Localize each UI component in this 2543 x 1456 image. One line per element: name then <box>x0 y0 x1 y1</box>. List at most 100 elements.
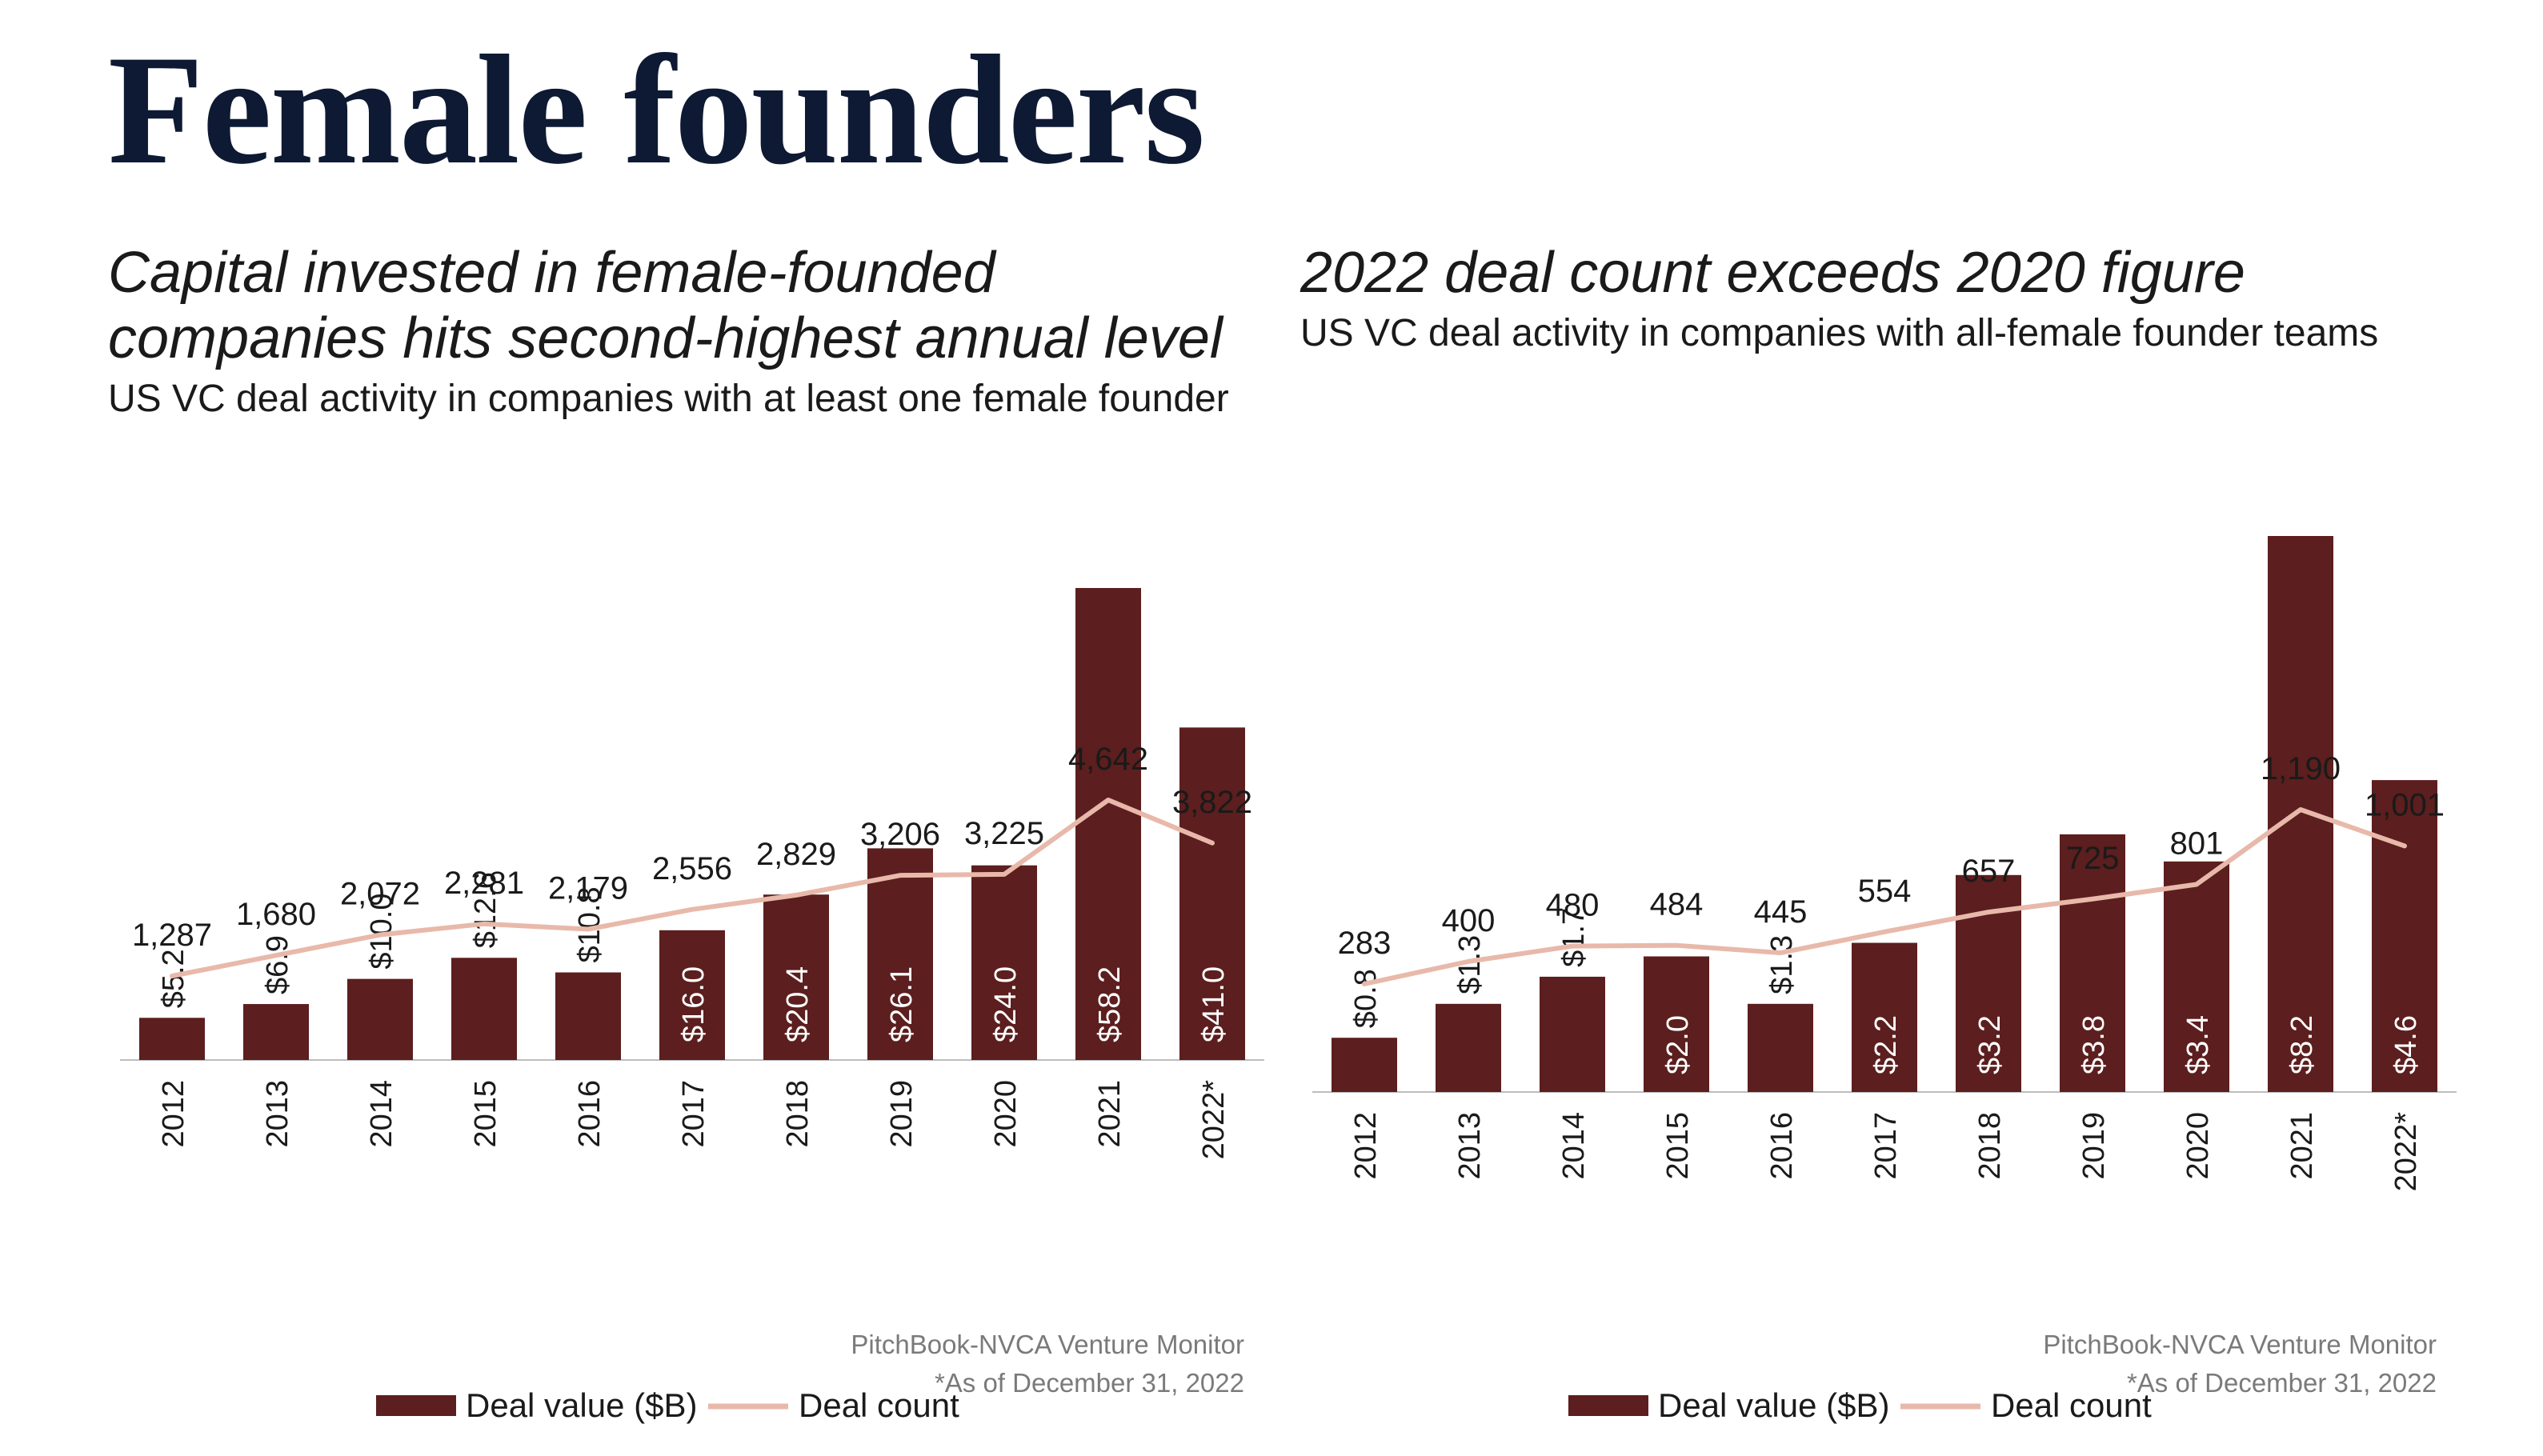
legend-swatch-bar <box>1568 1395 1648 1416</box>
line-value-label: 1,680 <box>236 897 316 932</box>
bar <box>763 894 829 1060</box>
bar-value-label: $3.4 <box>2181 1015 2215 1074</box>
bar <box>2268 536 2333 1092</box>
x-tick-label: 2015 <box>1661 1112 1695 1180</box>
bar <box>2060 834 2125 1092</box>
bar <box>1075 588 1141 1060</box>
bar-value-label: $2.2 <box>1869 1015 1903 1074</box>
legend-label: Deal value ($B) <box>466 1386 697 1424</box>
bar-value-label: $58.2 <box>1093 966 1127 1042</box>
x-tick-label: 2021 <box>2285 1112 2319 1180</box>
bar-value-label: $0.8 <box>1349 969 1383 1028</box>
x-tick-label: 2014 <box>1557 1112 1591 1180</box>
bar <box>1644 956 1709 1092</box>
deal-count-line <box>170 798 1215 978</box>
line-value-label: 445 <box>1754 894 1808 930</box>
x-tick-label: 2016 <box>573 1080 607 1148</box>
x-tick-label: 2020 <box>2181 1112 2215 1180</box>
x-tick-label: 2015 <box>469 1080 503 1148</box>
x-tick-label: 2013 <box>1453 1112 1487 1180</box>
bar-value-label: $8.2 <box>2285 1015 2319 1074</box>
bar-value-label: $3.2 <box>1973 1015 2007 1074</box>
line-value-label: 4,642 <box>1068 742 1148 777</box>
bar <box>971 865 1037 1060</box>
line-value-label: 1,190 <box>2261 751 2341 786</box>
line-value-label: 1,287 <box>132 918 212 953</box>
bar-value-label: $12.6 <box>469 872 503 948</box>
deal-count-line <box>1362 807 2407 986</box>
bar-value-label: $1.3 <box>1765 935 1799 994</box>
bar <box>2164 861 2229 1092</box>
bar <box>1852 942 1917 1092</box>
line-value-label: 1,001 <box>2365 787 2445 822</box>
bar-value-label: $26.1 <box>885 966 919 1042</box>
chart-subtitle: US VC deal activity in companies with at… <box>108 378 1229 420</box>
x-tick-label: 2018 <box>1973 1112 2007 1180</box>
line-value-label: 2,072 <box>340 877 420 912</box>
bar <box>139 1018 205 1060</box>
line-value-label: 2,179 <box>548 871 628 906</box>
bar <box>1332 1038 1397 1092</box>
bar-value-label: $5.2 <box>157 949 190 1008</box>
chart-subtitle: US VC deal activity in companies with al… <box>1300 312 2379 354</box>
chart-footnote: *As of December 31, 2022 <box>2126 1368 2437 1398</box>
bar <box>555 972 621 1060</box>
line-value-label: 283 <box>1338 926 1392 961</box>
bar-value-label: $3.8 <box>2077 1015 2111 1074</box>
bar <box>243 1004 309 1060</box>
legend-label: Deal count <box>1991 1386 2152 1424</box>
line-value-label: 3,225 <box>964 816 1044 851</box>
line-value-label: 554 <box>1858 874 1912 909</box>
page-title: Female founders <box>108 23 1205 197</box>
chart-source: PitchBook-NVCA Venture Monitor <box>2043 1330 2437 1359</box>
x-tick-label: 2022* <box>2389 1112 2423 1192</box>
chart-plot: $0.8$1.3 $1.7$2.0$1.3$2.2 $3.2 $3.8 $3.4 $8.2… <box>1312 536 2457 1424</box>
line-value-label: 2,281 <box>444 866 524 901</box>
chart-footnote: *As of December 31, 2022 <box>934 1368 1244 1398</box>
x-tick-label: 2019 <box>2077 1112 2111 1180</box>
x-tick-label: 2014 <box>365 1080 398 1148</box>
x-tick-label: 2016 <box>1765 1112 1799 1180</box>
x-tick-label: 2021 <box>1093 1080 1127 1148</box>
bar <box>1436 1003 1501 1092</box>
chart-female-founded: Capital invested in female-founded compa… <box>108 240 1264 1424</box>
x-tick-label: 2018 <box>781 1080 815 1148</box>
chart-title: 2022 deal count exceeds 2020 figure <box>1300 241 2245 305</box>
legend-label: Deal count <box>799 1386 959 1424</box>
chart-plot: $5.2 $6.9 $10.0 $12.6 $10.8$16.0 $20.4 $26.1 $2… <box>120 588 1264 1424</box>
line-value-label: 725 <box>2066 841 2120 876</box>
chart-source: PitchBook-NVCA Venture Monitor <box>851 1330 1244 1359</box>
bar <box>1540 976 1605 1092</box>
line-value-label: 3,206 <box>860 817 940 852</box>
chart-title: Capital invested in female-founded compa… <box>108 241 1223 370</box>
bar-value-label: $41.0 <box>1197 966 1231 1042</box>
bar <box>2372 780 2437 1092</box>
line-value-label: 2,829 <box>756 837 836 872</box>
bar-value-label: $4.6 <box>2389 1015 2423 1074</box>
x-tick-label: 2020 <box>989 1080 1023 1148</box>
line-value-label: 484 <box>1650 887 1704 922</box>
line-value-label: 3,822 <box>1172 785 1252 820</box>
bar <box>1179 727 1245 1060</box>
x-tick-label: 2017 <box>1869 1112 1903 1180</box>
bar <box>451 958 517 1060</box>
bar-value-label: $24.0 <box>989 966 1023 1042</box>
bar-value-label: $2.0 <box>1661 1015 1695 1074</box>
chart-all-female: 2022 deal count exceeds 2020 figure US V… <box>1300 240 2457 1424</box>
line-value-label: 657 <box>1962 854 2016 889</box>
x-tick-label: 2012 <box>1349 1112 1383 1180</box>
line-value-label: 2,556 <box>652 851 732 886</box>
bar-value-label: $6.9 <box>261 935 294 994</box>
x-tick-label: 2019 <box>885 1080 919 1148</box>
bar-value-label: $20.4 <box>781 966 815 1042</box>
x-tick-label: 2013 <box>261 1080 294 1148</box>
x-tick-label: 2017 <box>677 1080 711 1148</box>
x-tick-label: 2022* <box>1197 1080 1231 1160</box>
bar <box>659 930 725 1060</box>
line-value-label: 801 <box>2170 826 2224 861</box>
legend-label: Deal value ($B) <box>1658 1386 1889 1424</box>
bar-value-label: $1.7 <box>1557 908 1591 967</box>
bar-value-label: $16.0 <box>677 966 711 1042</box>
bar <box>1748 1003 1813 1092</box>
line-value-label: 480 <box>1546 888 1600 923</box>
